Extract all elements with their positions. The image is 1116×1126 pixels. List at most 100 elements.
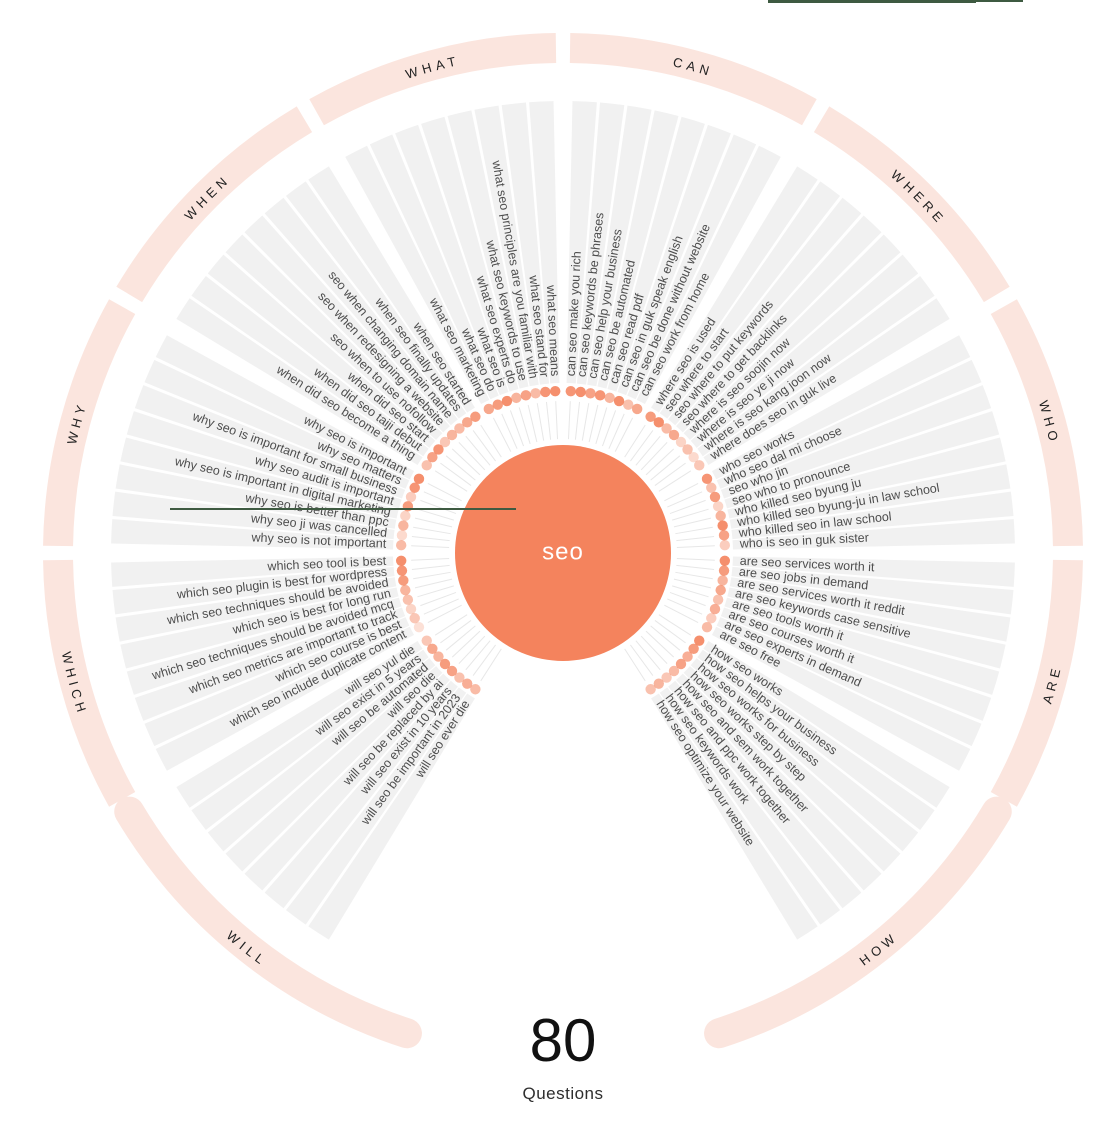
wedge-shape[interactable] [720,385,992,499]
wedge-shape[interactable] [144,617,410,747]
wedge-shape[interactable] [126,411,402,509]
wedge-shape[interactable] [285,687,467,925]
wedge-shape[interactable] [134,385,406,499]
wedge-shape[interactable] [111,519,394,550]
wedge-shape[interactable] [703,298,950,465]
question-label[interactable]: can seo make you rich [564,251,584,377]
wedge-shape[interactable] [155,335,415,480]
wedge-shape[interactable] [264,197,458,426]
wedge-shape[interactable] [264,680,458,909]
wedge-shape[interactable] [112,491,395,540]
wedge-shape[interactable] [697,649,935,831]
wedge-shape[interactable] [421,116,519,392]
wedge-shape[interactable] [447,110,529,389]
ring-arc-how [704,796,1012,1049]
wedge-shape[interactable] [729,577,1011,642]
wedge-shape[interactable] [244,215,450,433]
question-label[interactable]: who is seo in guk sister [738,531,869,551]
wedge-shape[interactable] [636,145,781,405]
wedge-shape[interactable] [690,254,919,448]
wedge-shape[interactable] [225,666,443,872]
wedge-shape[interactable] [369,134,499,400]
wedge-shape[interactable] [676,215,882,433]
wedge-shape[interactable] [732,519,1015,550]
wedge-shape[interactable] [115,464,397,529]
wedge-shape[interactable] [668,680,862,909]
wedge-shape[interactable] [731,566,1014,615]
wedge-shape[interactable] [225,234,443,440]
wedge-shape[interactable] [576,102,625,385]
question-wedge[interactable]: are seo services worth it [676,554,1015,587]
question-dot [433,651,444,662]
wedge-shape[interactable] [191,649,429,831]
wedge-shape[interactable] [617,124,731,396]
wedge-shape[interactable] [244,673,450,891]
wedge-shape[interactable] [683,666,901,872]
wedge-shape[interactable] [690,658,919,852]
question-wedge[interactable]: who is seo in guk sister [676,519,1015,551]
wedge-shape[interactable] [345,145,490,405]
wedge-shape[interactable] [676,673,882,891]
question-wedge[interactable]: which seo tool is best [111,554,450,587]
wedge-shape[interactable] [395,124,509,396]
wedge-shape[interactable] [308,166,475,413]
question-dot [688,643,699,654]
wedge-shape[interactable] [597,110,679,389]
wedge-shape[interactable] [285,181,467,419]
question-spoke [417,585,454,598]
wedge-shape[interactable] [659,687,841,925]
wedge-shape[interactable] [111,556,394,587]
wedge-shape[interactable] [176,641,423,808]
wedge-shape[interactable] [716,617,982,747]
wedge-shape[interactable] [607,116,705,392]
question-spoke [608,413,625,449]
question-label[interactable]: what seo means [544,284,562,377]
wedge-shape[interactable] [729,464,1011,529]
question-dot [585,388,596,399]
wedge-shape[interactable] [711,626,971,771]
wedge-shape[interactable] [731,491,1014,540]
wedge-shape[interactable] [727,437,1006,519]
question-spoke [427,482,462,502]
wedge-shape[interactable] [115,577,397,642]
question-wedge[interactable]: can seo make you rich [564,101,597,440]
question-spoke [675,526,713,535]
wedge-shape[interactable] [703,641,950,808]
wedge-shape[interactable] [207,254,436,448]
wedge-shape[interactable] [720,607,992,721]
wedge-shape[interactable] [474,105,539,387]
wedge-shape[interactable] [651,693,818,940]
wedge-shape[interactable] [112,566,395,615]
wedge-shape[interactable] [627,134,757,400]
wedge-shape[interactable] [732,556,1015,587]
wedge-shape[interactable] [659,181,841,419]
wedge-shape[interactable] [529,101,560,384]
wedge-shape[interactable] [207,658,436,852]
wedge-shape[interactable] [651,166,818,413]
wedge-shape[interactable] [144,359,410,489]
wedge-shape[interactable] [566,101,597,384]
wedge-shape[interactable] [308,693,475,940]
question-label[interactable]: which seo tool is best [266,554,387,574]
wedge-shape[interactable] [191,275,429,457]
wedge-shape[interactable] [724,411,1000,509]
wedge-shape[interactable] [120,587,399,669]
wedge-shape[interactable] [501,102,550,385]
wedge-shape[interactable] [711,335,971,480]
wedge-shape[interactable] [697,275,935,457]
wedge-shape[interactable] [724,597,1000,695]
question-dot [565,385,576,397]
wedge-shape[interactable] [587,105,652,387]
wedge-shape[interactable] [727,587,1006,669]
wedge-shape[interactable] [716,359,982,489]
wedge-shape[interactable] [134,607,406,721]
wedge-shape[interactable] [683,234,901,440]
question-label[interactable]: are seo services worth it [739,554,875,574]
wedge-shape[interactable] [176,298,423,465]
wedge-shape[interactable] [126,597,402,695]
question-wedge[interactable]: what seo means [529,101,562,440]
wedge-shape[interactable] [155,626,415,771]
wedge-shape[interactable] [120,437,399,519]
wedge-shape[interactable] [668,197,862,426]
